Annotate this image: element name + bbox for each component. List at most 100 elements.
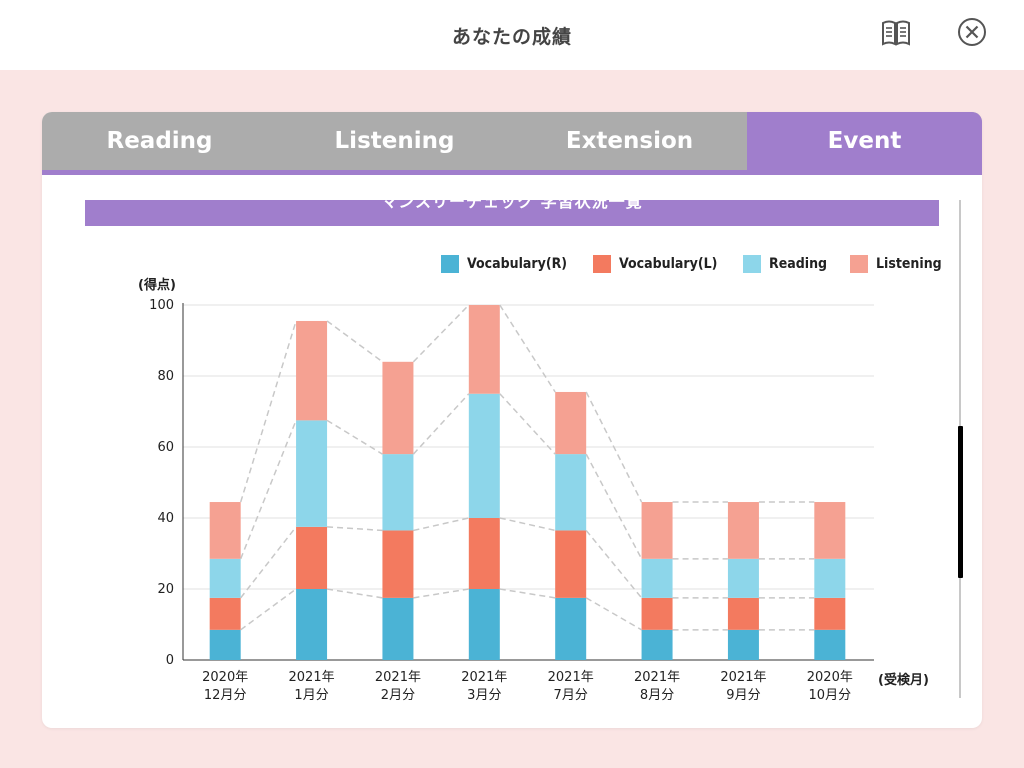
tab-listening[interactable]: Listening <box>334 128 455 154</box>
page-title: あなたの成績 <box>451 26 572 48</box>
connector-line <box>499 304 556 393</box>
bar-segment <box>814 558 846 598</box>
x-tick-label-year: 2020年 <box>807 670 853 685</box>
legend-swatch <box>441 255 459 273</box>
connector-line <box>239 420 297 560</box>
legend-label: Reading <box>769 256 828 272</box>
stacked-bar-chart: 0 20 40 60 80 100 2020年 12月分 2021年 1月分 2021年 2月分 202… <box>149 298 874 703</box>
x-tick-label-month: 9月分 <box>726 688 760 703</box>
x-tick-label-month: 2月分 <box>381 688 415 703</box>
banner-title: マンスリーチェック 学習状況一覧 <box>381 200 643 211</box>
bar-segment <box>209 629 241 660</box>
connector-line <box>413 517 469 532</box>
tab-reading[interactable]: Reading <box>106 128 213 154</box>
bar-segment <box>555 530 587 598</box>
bar-segment <box>382 530 414 598</box>
tab-underline <box>42 170 982 175</box>
connector-line <box>240 526 297 599</box>
connector-line <box>327 526 383 532</box>
connector-line <box>585 391 643 503</box>
x-tick-label-year: 2021年 <box>720 670 766 685</box>
legend-label: Vocabulary(R) <box>467 256 568 272</box>
connector-line <box>326 320 383 363</box>
connector-line <box>585 529 643 599</box>
bar-segment <box>296 526 328 589</box>
bar-segment <box>727 597 759 630</box>
connector-line <box>412 304 470 363</box>
bar-segment <box>468 393 500 518</box>
results-card: Reading Listening Extension Event マンスリーチ… <box>42 112 982 728</box>
x-tick-label-month: 1月分 <box>294 688 328 703</box>
y-tick-label: 0 <box>166 653 174 668</box>
x-tick-label-month: 8月分 <box>640 688 674 703</box>
connector-line <box>413 588 469 599</box>
x-tick-label-year: 2021年 <box>461 670 507 685</box>
bar-segment <box>382 361 414 455</box>
x-tick-label-year: 2021年 <box>375 670 421 685</box>
bar-segment <box>296 589 328 660</box>
bar-segment <box>382 597 414 660</box>
bar-segment <box>727 558 759 598</box>
connector-line <box>499 393 556 455</box>
bar-segment <box>555 597 587 660</box>
legend-item-vocab-r: Vocabulary(R) <box>441 254 567 274</box>
bar-segment <box>814 597 846 630</box>
y-tick-label: 100 <box>149 298 174 313</box>
bar-segment <box>209 597 241 630</box>
top-bar: あなたの成績 <box>0 0 1024 70</box>
bar-segment <box>296 320 328 421</box>
bar-segment <box>468 589 500 660</box>
x-tick-label-year: 2020年 <box>202 670 248 685</box>
scrollbar-thumb[interactable] <box>958 426 963 578</box>
section-banner: マンスリーチェック 学習状況一覧 <box>85 200 939 226</box>
bar-segment <box>468 305 500 394</box>
x-tick-label-year: 2021年 <box>289 670 335 685</box>
tab-extension[interactable]: Extension <box>565 128 694 154</box>
y-tick-label: 20 <box>157 582 174 597</box>
bar-segment <box>641 597 673 630</box>
y-tick-label: 80 <box>157 369 174 384</box>
close-icon[interactable] <box>954 14 990 50</box>
y-tick-label: 60 <box>157 440 174 455</box>
bar-segment <box>641 502 673 559</box>
legend-item-vocab-l: Vocabulary(L) <box>593 254 717 274</box>
y-axis-label: (得点) <box>138 278 176 293</box>
bar-segment <box>641 558 673 598</box>
connector-line <box>499 588 556 599</box>
bar-segment <box>727 629 759 660</box>
x-tick-label-month: 7月分 <box>554 688 588 703</box>
connector-line <box>326 419 383 455</box>
book-icon[interactable] <box>878 14 914 50</box>
bar-segment <box>209 502 241 559</box>
connector-line <box>326 588 383 599</box>
legend-swatch <box>593 255 611 273</box>
connector-line <box>239 320 297 503</box>
bar-segment <box>727 502 759 559</box>
legend-swatch <box>850 255 868 273</box>
x-tick-label-year: 2021年 <box>548 670 594 685</box>
bar-segment <box>382 454 414 531</box>
tab-event[interactable]: Event <box>747 112 982 170</box>
bar-segment <box>209 558 241 598</box>
x-tick-label-month: 3月分 <box>467 688 501 703</box>
tab-bar: Reading Listening Extension Event <box>42 112 982 170</box>
connector-line <box>499 517 556 532</box>
x-tick-label-year: 2021年 <box>634 670 680 685</box>
bar-segment <box>641 629 673 660</box>
legend-swatch <box>743 255 761 273</box>
x-axis-label: (受検月) <box>878 673 929 688</box>
x-tick-label-month: 12月分 <box>204 688 247 703</box>
y-tick-label: 40 <box>157 511 174 526</box>
bar-segment <box>555 454 587 531</box>
bar-segment <box>555 391 587 455</box>
bar-segment <box>296 420 328 527</box>
legend-item-reading: Reading <box>743 254 827 274</box>
legend-label: Vocabulary(L) <box>619 256 718 272</box>
connector-line <box>412 393 470 455</box>
legend-item-listening: Listening <box>850 254 942 274</box>
bar-segment <box>814 502 846 559</box>
connector-line <box>585 453 643 560</box>
connector-line <box>585 597 642 631</box>
connector-line <box>240 588 297 631</box>
bar-segment <box>468 518 500 589</box>
